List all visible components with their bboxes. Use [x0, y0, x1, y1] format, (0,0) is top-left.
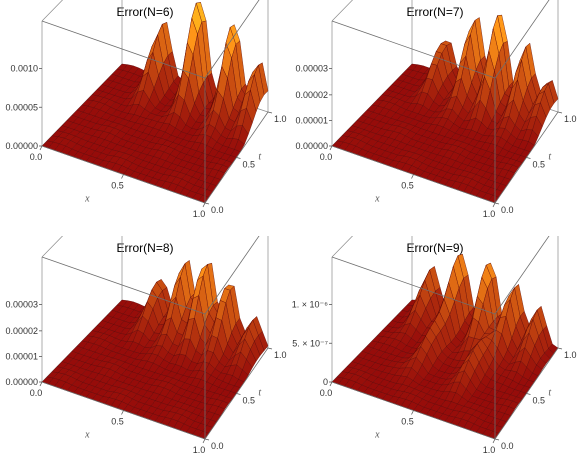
surface-mesh [41, 260, 269, 440]
t-axis-label: t [548, 152, 551, 163]
surface-mesh [41, 2, 269, 204]
surface-plot-0: Error(N=6)0.00.51.0x0.00.51.0t0.000000.0… [5, 0, 287, 219]
x-tick-label: 0.5 [111, 181, 124, 191]
t-axis: 0.0 0.5 1.0 t [494, 347, 577, 451]
x-axis: 0.0 0.5 1.0 x [30, 381, 206, 455]
z-tick-label: 0.0010 [10, 64, 38, 74]
x-tick-label: 1.0 [483, 445, 496, 455]
x-tick-label: 1.0 [193, 445, 206, 455]
z-axis: 0.00000 0.00001 0.00002 0.00003 [5, 300, 42, 387]
t-tick-label: 0.0 [501, 441, 514, 451]
surface-plot-3: Error(N=9) 0.0 0.5 1.0 x 0.0 0.5 1.0 t 0 5. × 10⁻⁷… [292, 236, 577, 455]
surface-mesh [331, 14, 559, 204]
chart-panel-n6: Error(N=6) 0.0 0.5 1.0 x 0.0 0.5 1.0 t 0.00000 0.0… [0, 0, 290, 235]
x-axis-label: x [374, 430, 380, 441]
x-tick-label: 0.5 [111, 417, 124, 427]
t-tick-label: 1.0 [564, 114, 577, 124]
z-tick-label: 1. × 10⁻⁶ [292, 300, 329, 310]
z-axis: 0.00000 0.00005 0.0010 [5, 64, 42, 151]
z-axis: 0 5. × 10⁻⁷ 1. × 10⁻⁶ [292, 300, 332, 387]
x-axis-label: x [84, 430, 90, 441]
t-tick-label: 0.5 [533, 396, 546, 406]
z-tick-label: 0.00003 [295, 64, 328, 74]
x-tick-label: 0.0 [30, 388, 43, 398]
t-axis-label: t [258, 388, 261, 399]
t-axis: 0.0 0.5 1.0 t [204, 111, 287, 215]
z-tick-label: 5. × 10⁻⁷ [292, 338, 328, 348]
t-tick-label: 1.0 [274, 350, 287, 360]
x-tick-label: 1.0 [483, 209, 496, 219]
t-tick-label: 0.5 [243, 160, 256, 170]
z-tick-label: 0.00002 [5, 326, 38, 336]
chart-title: Error(N=7) [406, 5, 463, 19]
t-axis-label: t [548, 388, 551, 399]
x-axis: 0.0 0.5 1.0 x [320, 145, 496, 219]
chart-panel-n7: Error(N=7) 0.0 0.5 1.0 x 0.0 0.5 1.0 t 0.00000 0.0… [290, 0, 580, 235]
surface-plot-2: Error(N=8)0.00.51.0x0.00.51.0t0.000000.0… [5, 236, 287, 455]
z-tick-label: 0.00005 [5, 102, 38, 112]
chart-title: Error(N=9) [406, 241, 463, 255]
x-tick-label: 0.0 [320, 388, 333, 398]
t-tick-label: 1.0 [274, 114, 287, 124]
z-tick-label: 0.00000 [5, 377, 38, 387]
t-tick-label: 0.5 [533, 160, 546, 170]
t-tick-label: 0.0 [501, 205, 514, 215]
t-tick-label: 0.5 [243, 396, 256, 406]
z-tick-label: 0.00000 [295, 141, 328, 151]
z-tick-label: 0 [323, 377, 328, 387]
x-tick-label: 0.5 [401, 417, 414, 427]
x-axis-label: x [84, 194, 90, 205]
chart-panel-n8: Error(N=8) 0.0 0.5 1.0 x 0.0 0.5 1.0 t 0.00000 0.0… [0, 236, 290, 471]
x-axis: 0.0 0.5 1.0 x [30, 145, 206, 219]
t-axis: 0.0 0.5 1.0 t [494, 111, 577, 215]
surface-plot-1: Error(N=7)0.00.51.0x0.00.51.0t0.000000.0… [295, 0, 577, 219]
z-axis: 0.00000 0.00001 0.00002 0.00003 [295, 64, 332, 151]
t-tick-label: 0.0 [211, 205, 224, 215]
t-axis-label: t [258, 152, 261, 163]
chart-title: Error(N=8) [116, 241, 173, 255]
z-tick-label: 0.00002 [295, 90, 328, 100]
t-axis: 0.0 0.5 1.0 t [204, 347, 287, 451]
chart-panel-n9: Error(N=9) 0.0 0.5 1.0 x 0.0 0.5 1.0 t 0 5. × 10⁻⁷… [290, 236, 580, 471]
x-tick-label: 1.0 [193, 209, 206, 219]
t-tick-label: 0.0 [211, 441, 224, 451]
surface-mesh [331, 253, 559, 440]
x-tick-label: 0.5 [401, 181, 414, 191]
z-tick-label: 0.00001 [5, 351, 38, 361]
chart-title: Error(N=6) [116, 5, 173, 19]
z-tick-label: 0.00001 [295, 115, 328, 125]
x-tick-label: 0.0 [320, 152, 333, 162]
t-tick-label: 1.0 [564, 350, 577, 360]
z-tick-label: 0.00003 [5, 300, 38, 310]
x-axis-label: x [374, 194, 380, 205]
x-tick-label: 0.0 [30, 152, 43, 162]
x-axis: 0.0 0.5 1.0 x [320, 381, 496, 455]
z-tick-label: 0.00000 [5, 141, 38, 151]
